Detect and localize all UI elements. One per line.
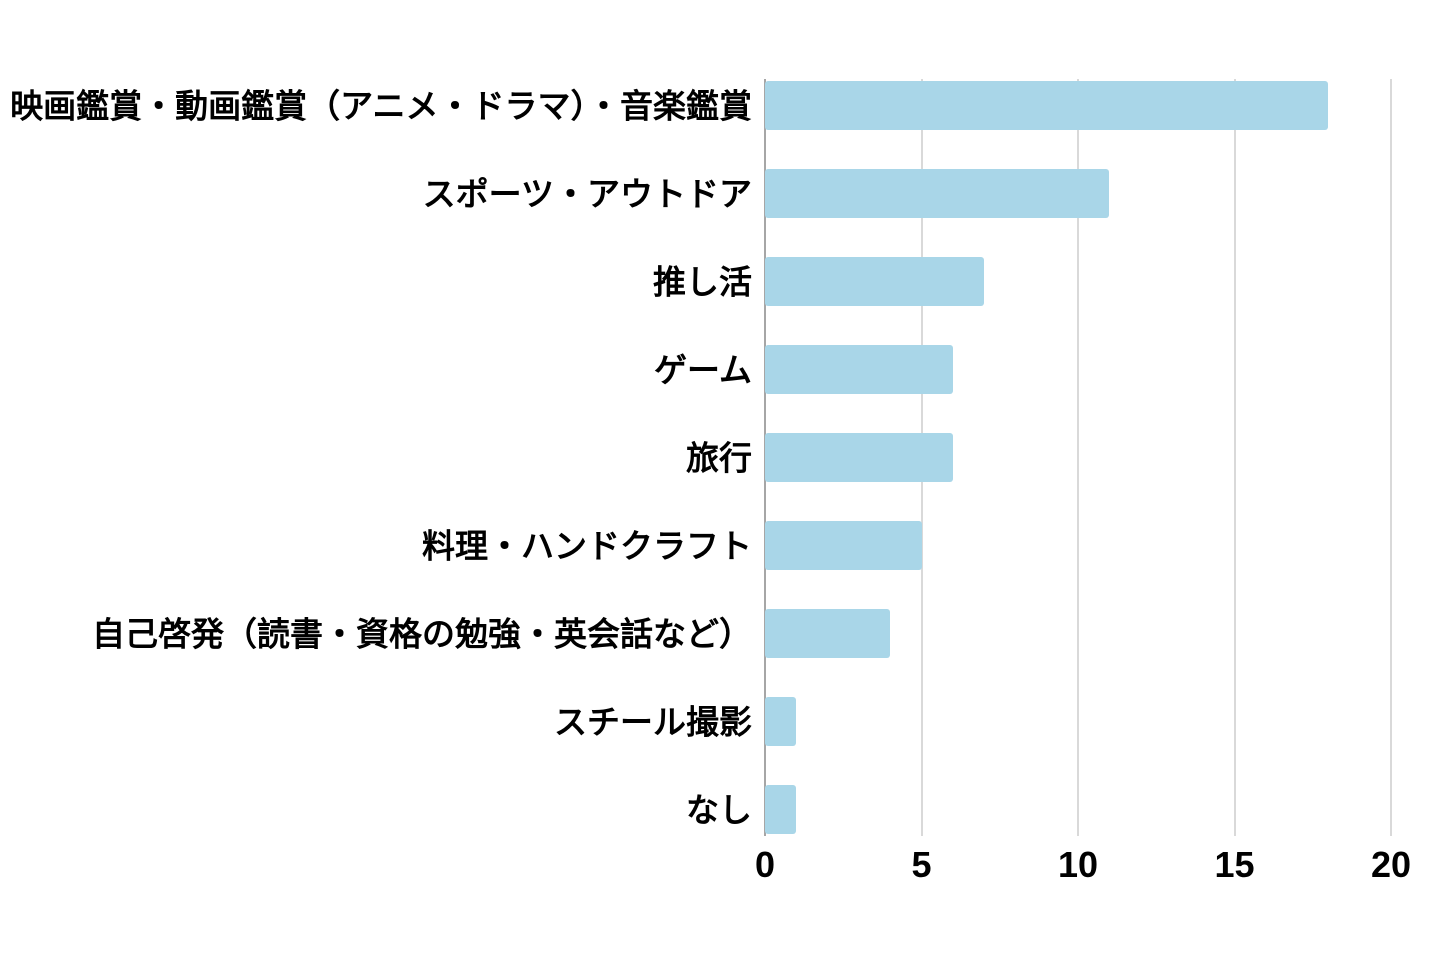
x-tick-label-20: 20: [1370, 844, 1412, 885]
category-label-5: 料理・ハンドクラフト: [422, 527, 752, 564]
bar-8: [765, 785, 797, 834]
category-label-6: 自己啓発（読書・資格の勉強・英会話など）: [92, 615, 752, 652]
x-tick-label-15: 15: [1214, 844, 1255, 885]
category-label-2: 推し活: [653, 263, 752, 300]
bar-3: [765, 345, 953, 394]
category-label-8: なし: [686, 791, 752, 828]
category-label-3: ゲーム: [653, 351, 752, 388]
bar-1: [765, 169, 1110, 218]
x-tick-label-10: 10: [1057, 844, 1099, 885]
category-label-7: スチール撮影: [554, 703, 752, 740]
gridline-x-20: [1390, 79, 1392, 836]
bar-2: [765, 257, 985, 306]
category-label-1: スポーツ・アウトドア: [422, 175, 752, 212]
category-label-0: 映画鑑賞・動画鑑賞（アニメ・ドラマ）・音楽鑑賞: [10, 87, 752, 124]
x-tick-label-0: 0: [754, 844, 776, 885]
x-tick-label-5: 5: [911, 844, 932, 885]
bar-0: [765, 81, 1329, 130]
bar-6: [765, 609, 891, 658]
gridline-x-15: [1233, 79, 1236, 836]
bar-5: [765, 521, 922, 570]
bar-4: [765, 433, 953, 482]
gridline-x-10: [1077, 79, 1079, 836]
category-label-4: 旅行: [686, 439, 752, 476]
bar-7: [765, 697, 797, 746]
